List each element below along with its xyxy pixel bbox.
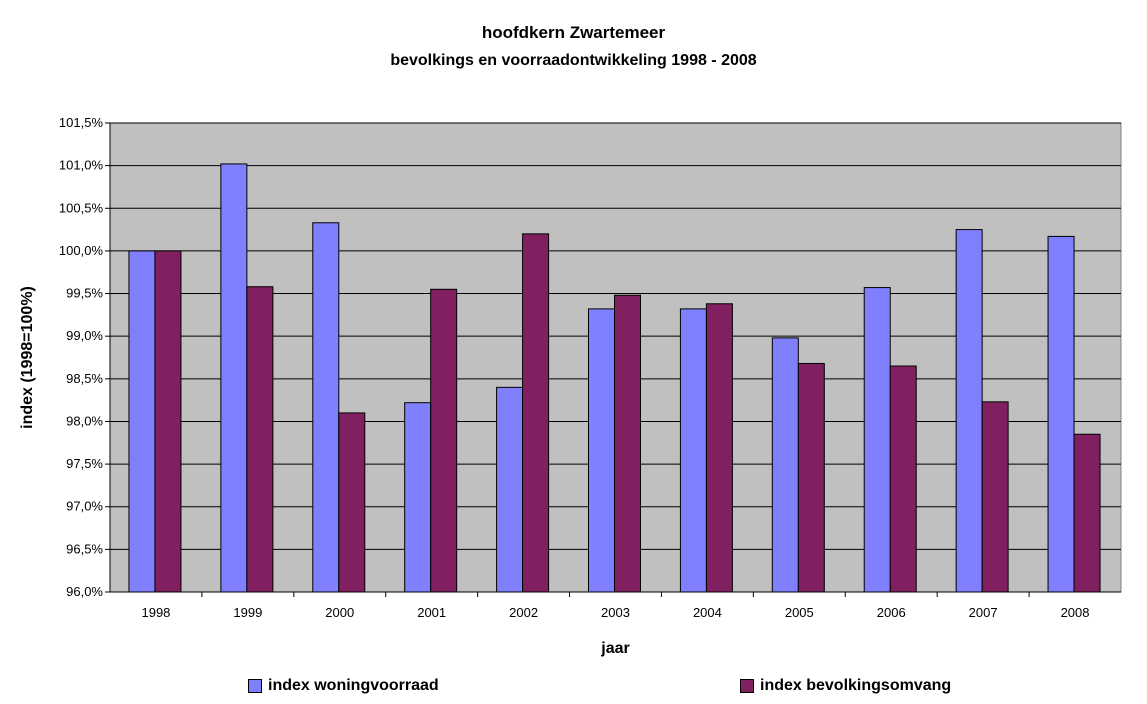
bar-woningvoorraad-1999 bbox=[220, 163, 248, 593]
bar-bevolkingsomvang-2000 bbox=[338, 412, 366, 593]
x-tick-label: 2008 bbox=[1061, 605, 1090, 620]
x-tick-label: 2004 bbox=[693, 605, 722, 620]
x-tick-label: 1999 bbox=[233, 605, 262, 620]
x-tick-label: 2005 bbox=[785, 605, 814, 620]
bar-woningvoorraad-2001 bbox=[404, 402, 432, 593]
legend-label-bevolkingsomvang: index bevolkingsomvang bbox=[760, 677, 952, 694]
bar-woningvoorraad-2002 bbox=[496, 386, 524, 593]
x-tick-label: 2007 bbox=[969, 605, 998, 620]
x-axis-title: jaar bbox=[600, 640, 629, 657]
y-tick-label: 97,5% bbox=[66, 456, 103, 471]
bar-woningvoorraad-1998 bbox=[128, 250, 156, 593]
x-tick-label: 2002 bbox=[509, 605, 538, 620]
y-tick-label: 100,5% bbox=[59, 200, 104, 215]
bar-bevolkingsomvang-2001 bbox=[430, 288, 458, 593]
bar-bevolkingsomvang-2004 bbox=[705, 303, 733, 593]
bar-bevolkingsomvang-2006 bbox=[889, 365, 917, 593]
bar-bevolkingsomvang-1999 bbox=[246, 286, 274, 593]
legend-swatch-woningvoorraad bbox=[248, 679, 262, 693]
bar-bevolkingsomvang-2008 bbox=[1073, 433, 1101, 593]
bar-woningvoorraad-2005 bbox=[771, 337, 799, 593]
y-tick-label: 96,5% bbox=[66, 541, 103, 556]
y-tick-label: 99,0% bbox=[66, 328, 103, 343]
legend-item-woningvoorraad: index woningvoorraad bbox=[248, 677, 439, 695]
legend-label-woningvoorraad: index woningvoorraad bbox=[268, 677, 439, 694]
x-tick-label: 2000 bbox=[325, 605, 354, 620]
legend-item-bevolkingsomvang: index bevolkingsomvang bbox=[740, 677, 951, 695]
bar-woningvoorraad-2007 bbox=[955, 229, 983, 593]
legend-swatch-bevolkingsomvang bbox=[740, 679, 754, 693]
bar-bevolkingsomvang-1998 bbox=[154, 250, 182, 593]
y-tick-label: 99,5% bbox=[66, 286, 103, 301]
bar-bevolkingsomvang-2003 bbox=[614, 294, 641, 593]
bar-bevolkingsomvang-2005 bbox=[797, 362, 825, 593]
x-tick-label: 2001 bbox=[417, 605, 446, 620]
y-tick-label: 98,0% bbox=[66, 413, 103, 428]
x-tick-label: 1998 bbox=[141, 605, 170, 620]
bar-woningvoorraad-2000 bbox=[312, 222, 340, 593]
x-tick-label: 2003 bbox=[601, 605, 630, 620]
y-tick-label: 98,5% bbox=[66, 371, 103, 386]
y-axis-title: index (1998=100%) bbox=[19, 286, 36, 429]
y-tick-label: 97,0% bbox=[66, 499, 103, 514]
chart-title: hoofdkern Zwartemeer bbox=[481, 23, 666, 42]
y-tick-label: 101,5% bbox=[59, 115, 104, 130]
bar-woningvoorraad-2006 bbox=[863, 287, 891, 593]
bar-woningvoorraad-2004 bbox=[679, 308, 707, 593]
bar-bevolkingsomvang-2002 bbox=[522, 233, 550, 593]
y-tick-label: 101,0% bbox=[59, 158, 104, 173]
bar-woningvoorraad-2003 bbox=[588, 308, 615, 593]
x-tick-label: 2006 bbox=[877, 605, 906, 620]
y-tick-label: 100,0% bbox=[59, 243, 104, 258]
bar-woningvoorraad-2008 bbox=[1047, 235, 1075, 593]
chart-subtitle: bevolkings en voorraadontwikkeling 1998 … bbox=[390, 52, 757, 69]
bar-bevolkingsomvang-2007 bbox=[981, 401, 1009, 593]
y-tick-label: 96,0% bbox=[66, 584, 103, 599]
